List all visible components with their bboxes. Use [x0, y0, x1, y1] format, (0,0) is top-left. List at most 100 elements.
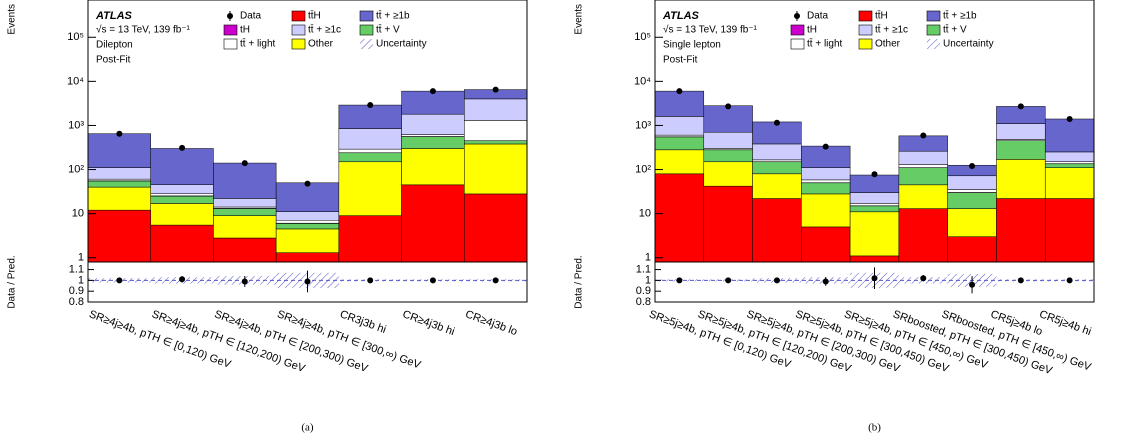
legend-label: tH	[240, 25, 250, 36]
legend-label: tt̄ + light	[807, 37, 843, 49]
bar-segment	[150, 224, 214, 263]
bar-segment	[338, 104, 402, 129]
ratio-frame	[87, 261, 528, 303]
legend-swatch	[858, 10, 873, 22]
bar-segment	[1044, 118, 1095, 153]
bar-segment	[752, 143, 802, 161]
bar-segment	[401, 148, 465, 186]
y-tick-label: 10⁵	[67, 31, 84, 43]
bar-segment	[849, 205, 900, 213]
legend-swatch	[223, 24, 238, 36]
ratio-point	[969, 281, 976, 288]
legend-swatch	[926, 24, 941, 36]
y-tick-label: 10	[72, 208, 84, 220]
data-point	[179, 144, 186, 151]
data-point	[1066, 116, 1073, 123]
bar-segment	[849, 192, 900, 204]
legend-swatch	[291, 38, 306, 50]
bar-segment	[898, 150, 948, 165]
bar-segment	[752, 161, 802, 175]
x-tick-label: CR≥4j3b lo	[464, 308, 519, 338]
legend-label: tt̄ + ≥1c	[308, 23, 341, 35]
ratio-y-tick-label: 0.8	[69, 296, 84, 308]
legend-swatch	[359, 10, 374, 22]
bar-segment	[87, 133, 151, 168]
bar-segment	[703, 185, 753, 263]
data-point	[822, 143, 829, 150]
legend-label: Data	[807, 11, 829, 22]
legend-label: Uncertainty	[376, 39, 427, 50]
bar-segment	[849, 203, 900, 206]
bar-segment	[338, 148, 402, 153]
bar-segment	[947, 208, 997, 237]
y-tick-label: 1	[645, 252, 651, 264]
experiment-label: ATLAS	[662, 10, 700, 22]
bar-segment	[996, 159, 1046, 199]
bar-segment	[654, 90, 705, 117]
legend-swatch	[858, 24, 873, 36]
energy-label: √s = 13 TeV, 139 fb⁻¹	[96, 24, 191, 36]
legend-swatch	[359, 24, 374, 36]
y-tick-label: 10³	[635, 119, 651, 131]
bar-segment	[996, 140, 1046, 160]
data-point	[1017, 103, 1024, 110]
ratio-y-tick-label: 0.9	[69, 285, 84, 297]
data-point	[304, 180, 311, 187]
bar-segment	[87, 167, 151, 180]
ratio-point	[116, 277, 123, 284]
bar-segment	[703, 131, 753, 149]
bar-segment	[801, 167, 851, 181]
bar-segment	[275, 223, 340, 230]
y-tick-label: 10	[639, 208, 651, 220]
experiment-label: ATLAS	[95, 10, 133, 22]
bar-segment	[898, 208, 948, 263]
bar-segment	[150, 195, 214, 204]
caption: (a)	[301, 422, 314, 434]
legend-swatch	[858, 38, 873, 50]
legend-label: tt̄H	[308, 9, 321, 21]
bar-segment	[947, 175, 997, 190]
bar-segment	[464, 193, 528, 263]
data-point	[116, 130, 123, 137]
caption: (b)	[868, 422, 881, 434]
bar-segment	[275, 211, 340, 221]
bar-segment	[703, 161, 753, 187]
ratio-point	[1017, 277, 1024, 284]
fit-label: Post-Fit	[96, 55, 131, 66]
bar-segment	[213, 208, 277, 216]
ratio-point	[676, 277, 683, 284]
x-tick-label: CR5j≥4b hi	[1038, 308, 1093, 338]
bar-segment	[801, 226, 851, 263]
ratio-point	[822, 278, 829, 285]
legend-swatch	[790, 24, 805, 36]
legend-swatch	[926, 10, 941, 22]
ratio-point	[492, 277, 499, 284]
ratio-point	[1066, 277, 1073, 284]
bar-segment	[338, 161, 402, 216]
bar-segment	[1044, 161, 1095, 164]
ratio-point	[241, 278, 248, 285]
data-point	[969, 163, 976, 170]
bar-segment	[996, 123, 1046, 140]
legend-swatch	[790, 38, 805, 50]
ratio-y-tick-label: 1	[645, 274, 651, 286]
bar-segment	[654, 173, 705, 263]
bar-segment	[150, 148, 214, 185]
bar-segment	[849, 174, 900, 193]
ratio-y-axis-label: Data / Pred.	[7, 255, 18, 308]
bar-segment	[401, 113, 465, 135]
ratio-point	[304, 278, 311, 285]
data-point	[725, 103, 732, 110]
ratio-point	[429, 277, 436, 284]
bar-segment	[752, 198, 802, 263]
bar-segment	[996, 198, 1046, 263]
bar-segment	[947, 189, 997, 193]
bar-segment	[275, 252, 340, 263]
y-tick-label: 10⁴	[634, 75, 651, 87]
bar-segment	[338, 128, 402, 150]
ratio-frame	[654, 261, 1095, 303]
bar-segment	[654, 136, 705, 151]
bar-segment	[338, 215, 402, 263]
bar-segment	[752, 173, 802, 199]
legend-label: tt̄ + light	[240, 37, 276, 49]
